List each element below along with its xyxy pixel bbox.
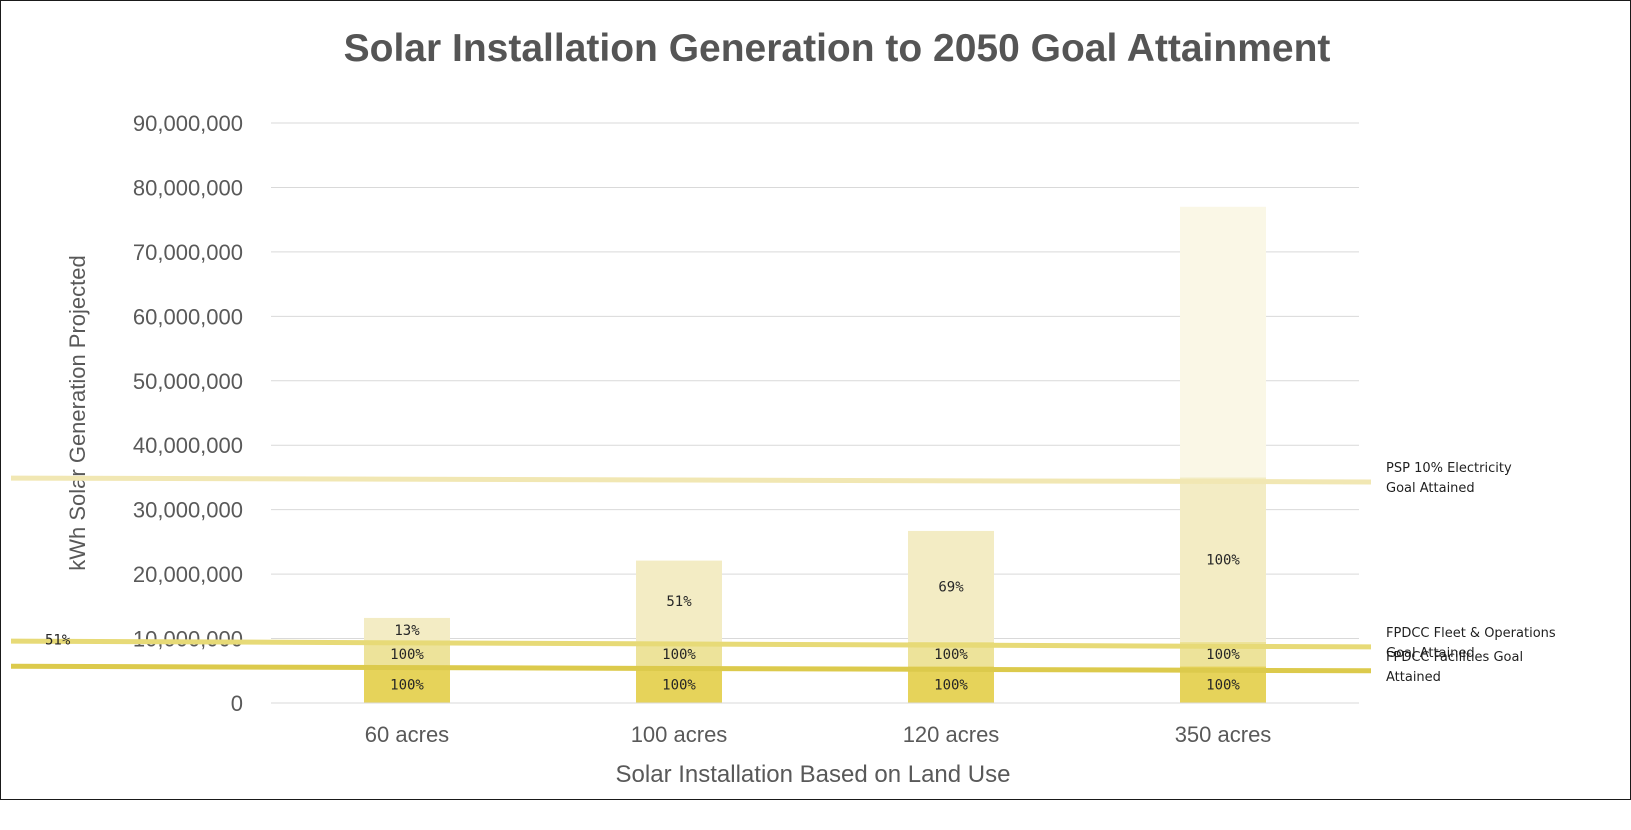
reference-line-label: FPDCC Facilities Goal <box>1386 650 1523 665</box>
reference-line-label: Goal Attained <box>1386 481 1475 496</box>
bar-segment <box>364 666 450 703</box>
y-tick-label: 0 <box>231 691 243 716</box>
bar-segment <box>364 641 450 667</box>
bar-segment <box>908 666 994 703</box>
bar-segment-label: 100% <box>934 678 968 694</box>
x-tick-label: 350 acres <box>1175 722 1272 747</box>
reference-line-label: Goal Attained <box>1386 646 1475 661</box>
bar-segment-label: 100% <box>934 647 968 663</box>
reference-line-label: FPDCC Fleet & Operations <box>1386 626 1556 641</box>
y-tick-label: 10,000,000 <box>133 627 243 652</box>
reference-line <box>10 638 1372 650</box>
chart-svg: Solar Installation Generation to 2050 Go… <box>10 27 1556 788</box>
bar-segment-label: 100% <box>1206 678 1240 694</box>
y-tick-label: 20,000,000 <box>133 562 243 587</box>
y-tick-label: 70,000,000 <box>133 240 243 265</box>
bar-segment-label: 51% <box>666 594 692 610</box>
bar-segment <box>636 560 722 642</box>
bar-segment-label: 100% <box>390 678 424 694</box>
bar-segment <box>1180 477 1266 642</box>
x-tick-label: 100 acres <box>631 722 728 747</box>
chart-title: Solar Installation Generation to 2050 Go… <box>344 27 1331 70</box>
bar-segment-label: 100% <box>662 647 696 663</box>
bar-segment-label: 100% <box>662 678 696 694</box>
y-tick-label: 40,000,000 <box>133 433 243 458</box>
bar-segment-label: 69% <box>938 579 964 595</box>
bar-segment <box>1180 206 1266 478</box>
bar-segment-label: 13% <box>394 623 420 639</box>
y-tick-label: 80,000,000 <box>133 175 243 200</box>
reference-line <box>10 475 1372 485</box>
reference-line-label: Attained <box>1386 670 1441 685</box>
bar-segment <box>636 666 722 703</box>
y-tick-label: 60,000,000 <box>133 304 243 329</box>
bar-segment <box>364 617 450 642</box>
bar-segment-label: 100% <box>1206 647 1240 663</box>
chart-frame: Solar Installation Generation to 2050 Go… <box>0 0 1631 800</box>
x-tick-label: 60 acres <box>365 722 449 747</box>
bar-segment <box>908 530 994 642</box>
y-tick-label: 90,000,000 <box>133 111 243 136</box>
y-tick-label: 50,000,000 <box>133 369 243 394</box>
x-tick-label: 120 acres <box>903 722 1000 747</box>
reference-line <box>10 663 1372 674</box>
x-axis-title: Solar Installation Based on Land Use <box>616 761 1011 788</box>
y-axis-title: kWh Solar Generation Projected <box>65 255 90 571</box>
annotation-label: 51% <box>45 633 71 649</box>
bar-segment-label: 100% <box>390 647 424 663</box>
bar-segment-label: 100% <box>1206 553 1240 569</box>
y-tick-label: 30,000,000 <box>133 498 243 523</box>
reference-line-label: PSP 10% Electricity <box>1386 461 1512 476</box>
